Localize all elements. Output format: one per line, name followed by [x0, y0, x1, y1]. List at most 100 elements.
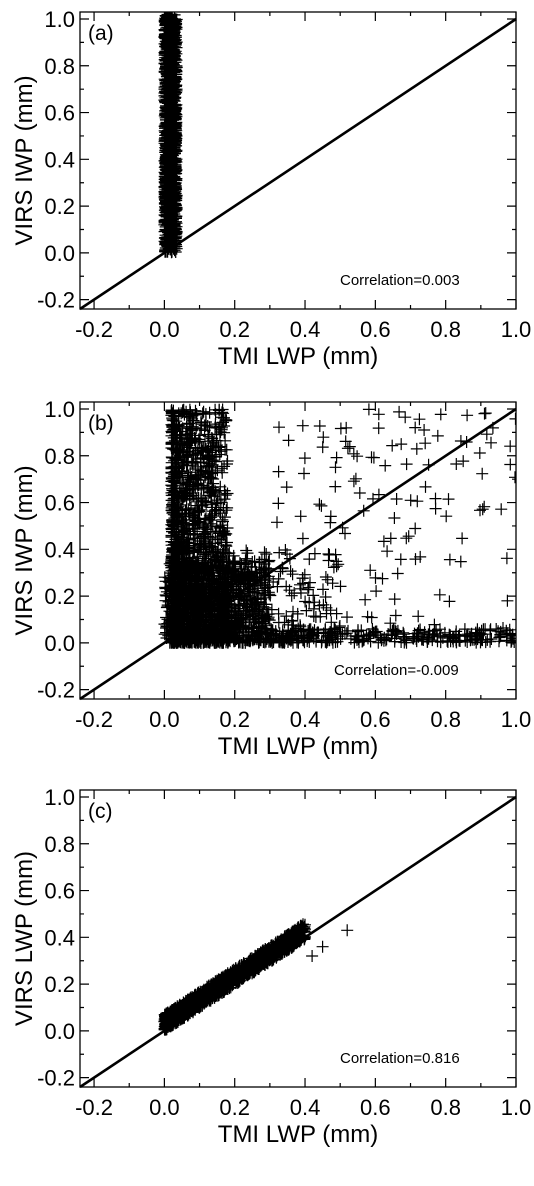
- data-point: [213, 403, 226, 416]
- y-tick-label: 0.0: [44, 631, 75, 656]
- data-point: [164, 122, 177, 135]
- data-point: [442, 493, 455, 506]
- data-point: [429, 502, 442, 515]
- data-point: [192, 572, 205, 585]
- data-point: [509, 471, 516, 484]
- data-point: [298, 634, 311, 647]
- data-point: [158, 109, 171, 122]
- data-point: [210, 450, 223, 463]
- data-point: [249, 567, 262, 580]
- data-point: [159, 153, 172, 166]
- data-point: [227, 549, 240, 562]
- data-point: [330, 451, 343, 464]
- data-point: [444, 629, 457, 642]
- data-point: [167, 472, 180, 485]
- data-point: [480, 428, 493, 441]
- data-point: [164, 43, 177, 56]
- data-point: [255, 579, 268, 592]
- data-point: [430, 624, 443, 637]
- data-point: [381, 545, 394, 558]
- data-point: [159, 55, 172, 67]
- data-point: [388, 512, 401, 524]
- y-tick-label: 0.8: [44, 444, 75, 469]
- data-point: [291, 607, 304, 620]
- data-point: [296, 532, 309, 545]
- data-point: [166, 589, 179, 602]
- y-axis-title: VIRS IWP (mm): [11, 465, 38, 635]
- data-point: [298, 467, 310, 480]
- data-points: [158, 918, 354, 1036]
- data-point: [194, 605, 207, 618]
- data-point: [412, 624, 425, 637]
- data-point: [158, 57, 171, 70]
- data-point: [195, 587, 208, 600]
- data-point: [265, 603, 278, 616]
- data-point: [202, 430, 215, 443]
- data-point: [450, 634, 462, 647]
- data-point: [199, 419, 212, 432]
- data-point: [174, 441, 187, 453]
- data-point: [184, 406, 197, 419]
- data-point: [202, 489, 215, 502]
- y-tick-labels: -0.20.00.20.40.60.81.0: [37, 397, 75, 703]
- data-point: [160, 174, 173, 186]
- data-point: [476, 503, 489, 516]
- data-point: [214, 507, 227, 520]
- data-point: [175, 539, 188, 552]
- data-point: [400, 458, 413, 471]
- data-point: [215, 592, 228, 605]
- data-point: [172, 471, 185, 484]
- data-point: [428, 618, 441, 631]
- data-point: [162, 182, 175, 195]
- data-point: [216, 406, 228, 419]
- data-point: [206, 587, 219, 600]
- data-point: [313, 420, 326, 432]
- data-point: [261, 581, 274, 594]
- data-point: [414, 627, 427, 640]
- data-point: [476, 634, 489, 647]
- data-point: [169, 635, 182, 648]
- panel-label: (a): [88, 22, 114, 45]
- data-point: [313, 498, 326, 511]
- data-point: [460, 629, 473, 642]
- data-point: [303, 553, 316, 566]
- data-point: [391, 567, 404, 580]
- data-point: [162, 571, 175, 584]
- y-tick-label: 0.2: [44, 584, 75, 609]
- data-point: [212, 569, 224, 582]
- data-point: [240, 604, 253, 617]
- data-point: [501, 594, 514, 607]
- data-point: [210, 434, 223, 447]
- data-point: [165, 475, 178, 488]
- data-point: [294, 510, 307, 523]
- data-point: [204, 626, 217, 639]
- data-point: [166, 30, 179, 43]
- y-tick-label: 0.0: [44, 241, 75, 266]
- data-point: [409, 553, 422, 566]
- data-point: [330, 560, 343, 573]
- data-point: [234, 557, 247, 570]
- data-point: [214, 480, 227, 493]
- data-point: [221, 487, 234, 500]
- data-point: [170, 511, 183, 524]
- data-point: [434, 408, 447, 421]
- data-point: [199, 408, 212, 421]
- data-point: [264, 589, 277, 602]
- data-point: [202, 616, 215, 629]
- data-point: [217, 501, 230, 514]
- data-point: [199, 495, 211, 508]
- data-point: [351, 633, 363, 646]
- data-point: [359, 593, 372, 606]
- data-point: [317, 583, 329, 596]
- plot-area: [79, 401, 517, 700]
- data-point: [314, 610, 327, 623]
- data-point: [184, 579, 197, 592]
- data-point: [322, 554, 335, 567]
- data-point: [200, 522, 213, 534]
- data-point: [193, 566, 206, 579]
- data-point: [246, 556, 259, 568]
- data-point: [168, 409, 180, 422]
- y-axis-title: VIRS IWP (mm): [11, 75, 38, 245]
- data-point: [169, 159, 182, 171]
- data-point: [418, 424, 431, 436]
